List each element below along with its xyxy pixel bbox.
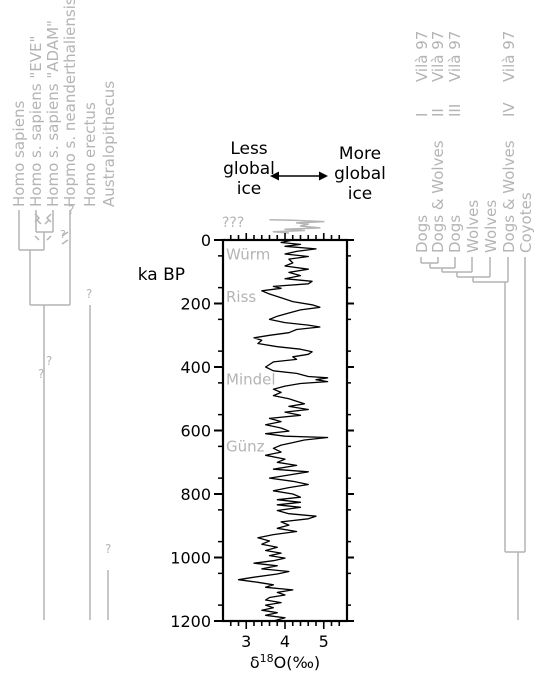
canid-taxon-name: Dogs & Wolves [500,140,518,253]
canid-taxon-name: Dogs [446,215,464,253]
canid-taxon-clade: IV [500,102,518,117]
hominin-question-mark: ? [38,367,44,381]
y-tick-label: 400 [180,358,211,377]
x-tick-label: 5 [319,632,329,651]
canid-taxon-name: Wolves [464,200,482,253]
more-ice-line2: global [334,164,386,184]
isotope-record-extension-line [269,218,325,234]
hominin-question-mark: ? [60,228,66,241]
canid-taxon-name: Wolves [482,200,500,253]
unknown-ages-label: ??? [222,215,244,231]
ice-annotation: Less global ice More global ice ??? [222,139,386,231]
canid-taxon-name: Dogs [413,215,431,253]
x-tick-label: 3 [241,632,251,651]
x-axis-label: δ18O(‰) [250,652,320,672]
canid-taxon-clade: III [446,104,464,117]
y-tick-label: 1000 [170,549,211,568]
hominin-taxon-homo-sapiens: Homo sapiens [10,101,28,207]
hominin-taxon-homo-erectus: Homo erectus [81,102,99,207]
canid-taxon-ref: Vilà 97 [413,31,431,82]
glaciation-label: Würm [226,245,270,263]
canid-taxon-ref: Vilà 97 [446,31,464,82]
glaciation-label: Riss [226,288,256,306]
y-axis: 0 200 400 600 800 1000 1200 [170,231,223,631]
hominin-tree: Homo sapiens Homo s. sapiens "EVE" Homo … [10,0,118,620]
y-tick-label: 1200 [170,612,211,631]
series-layer [237,218,329,622]
canid-taxon-ref: Vilà 97 [429,31,447,82]
isotope-record-line [237,239,329,622]
hominin-taxon-adam: Homo s. sapiens "ADAM" [44,20,62,207]
hominin-branches [18,210,109,620]
hominin-question-mark: ? [86,287,92,301]
y-tick-label: 0 [201,231,211,250]
hominin-taxon-neanderthaliensis: Hopmo s. neanderthaliensis [61,0,79,207]
y-tick-label: 600 [180,422,211,441]
canid-tree: Dogs I Vilà 97 Dogs & Wolves II Vilà 97 … [413,31,535,620]
top-ticks [229,233,341,240]
y-tick-label: 200 [180,295,211,314]
x-axis: 3 4 5 [229,621,341,651]
hominin-question-mark: ? [46,354,52,368]
less-ice-line2: global [223,159,275,179]
double-arrow-icon [270,171,328,181]
glaciation-label: Günz [226,437,265,455]
x-axis-label-superscript: 18 [260,652,274,665]
hominin-question-mark: ? [68,203,74,217]
x-axis-label-prefix: δ [250,653,260,672]
x-tick-label: 4 [280,632,290,651]
chart: Würm Riss Mindel Günz 0 200 400 600 800 1000 1200… [138,218,354,672]
right-ticks [347,239,354,622]
canid-taxon-clade: II [429,108,447,117]
y-tick-label: 800 [180,485,211,504]
canid-taxon-clade: I [413,113,431,117]
less-ice-line1: Less [230,139,267,159]
x-axis-label-suffix: O(‰) [274,653,321,672]
more-ice-line1: More [339,144,381,164]
glaciation-label: Mindel [226,371,276,389]
glaciation-labels: Würm Riss Mindel Günz [226,245,276,455]
less-ice-line3: ice [237,179,262,199]
canid-taxon-ref: Vilà 97 [500,31,518,82]
hominin-taxon-australopithecus: Australopithecus [100,81,118,207]
hominin-taxon-eve: Homo s. sapiens "EVE" [27,36,45,207]
canid-taxon-name: Coyotes [517,192,535,253]
more-ice-line3: ice [348,184,373,204]
canid-taxon-name: Dogs & Wolves [429,140,447,253]
hominin-question-mark: ? [105,542,111,556]
y-axis-label: ka BP [138,265,185,285]
canid-branches [420,257,526,620]
